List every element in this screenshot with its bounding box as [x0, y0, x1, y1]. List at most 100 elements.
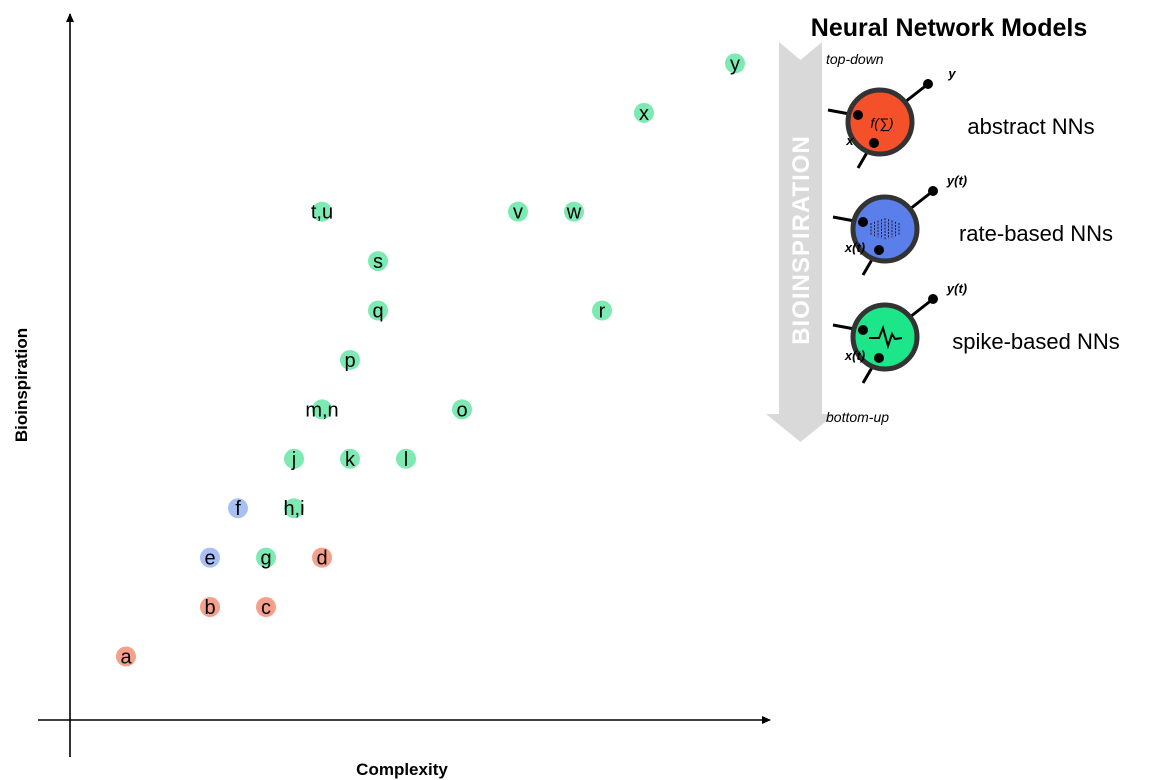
top-down-label: top-down	[826, 51, 884, 67]
input-symbol: x(t)	[844, 240, 865, 255]
legend-panel: Neural Network Models BIOINSPIRATION top…	[766, 14, 1120, 442]
bottom-up-label: bottom-up	[826, 409, 889, 425]
data-point: q	[368, 300, 388, 323]
data-point-marker	[284, 448, 304, 469]
data-point: w	[564, 201, 584, 224]
data-point: f	[228, 498, 248, 520]
model-label: rate-based NNs	[959, 221, 1113, 246]
bioinspiration-arrow-label: BIOINSPIRATION	[788, 135, 815, 345]
spike-raster-icon	[870, 218, 900, 240]
data-point: c	[256, 597, 276, 619]
data-point-marker	[725, 53, 745, 74]
data-point-label: m,n	[305, 399, 338, 421]
sum-function-icon: f(∑)	[870, 115, 893, 132]
data-point-label: r	[599, 301, 606, 323]
data-point-label: q	[372, 301, 383, 323]
data-point-marker	[312, 399, 332, 420]
data-point-label: v	[513, 202, 523, 224]
data-point-label: t,u	[311, 202, 333, 224]
data-point-label: c	[261, 597, 271, 619]
data-point-marker	[634, 102, 654, 123]
arrow-top-notch	[779, 42, 822, 60]
data-point: a	[116, 646, 136, 668]
data-point-marker	[340, 349, 360, 370]
model-label: abstract NNs	[967, 114, 1094, 139]
data-point-marker	[256, 597, 276, 618]
scatter-points: a b c d e f g h,i j k l m,n o p q r s t,u v w x y	[116, 53, 745, 668]
data-point-label: k	[345, 449, 356, 471]
data-point-marker	[116, 646, 136, 667]
data-point-label: j	[291, 449, 296, 471]
neuron-model-icons: f(∑) x y abstract NNs x(t) y(t) rate-based NNs…	[827, 66, 1120, 384]
output-symbol: y(t)	[946, 281, 967, 296]
data-point-marker	[508, 201, 528, 222]
data-point: g	[256, 547, 276, 570]
data-point: x	[634, 102, 654, 125]
data-point: l	[396, 448, 416, 471]
data-point: k	[340, 448, 360, 471]
data-point-marker	[228, 498, 248, 519]
data-point: m,n	[305, 399, 339, 421]
data-point: d	[312, 547, 332, 570]
data-point: o	[452, 399, 472, 421]
input-symbol: x(t)	[844, 348, 865, 363]
data-point-label: s	[373, 251, 383, 273]
synapse-dot	[858, 217, 868, 227]
data-point-label: d	[316, 548, 327, 570]
neuron-model: x(t) y(t) spike-based NNs	[832, 281, 1120, 384]
data-point: t,u	[311, 201, 333, 224]
data-point-marker	[564, 201, 584, 222]
legend-title: Neural Network Models	[811, 14, 1087, 42]
data-point-marker	[256, 547, 276, 568]
synapse-dot	[853, 110, 863, 120]
data-point-label: w	[566, 202, 582, 224]
data-point-label: o	[456, 399, 467, 421]
data-point: v	[508, 201, 528, 224]
data-point: r	[592, 300, 612, 323]
y-axis-label: Bioinspiration	[12, 328, 31, 442]
x-axis-label: Complexity	[356, 760, 448, 779]
data-point: e	[200, 547, 220, 570]
data-point-label: y	[730, 53, 740, 75]
data-point-marker	[396, 448, 416, 469]
synapse-dot	[928, 294, 938, 304]
data-point-marker	[452, 399, 472, 420]
spike-waveform-icon	[869, 324, 903, 350]
data-point: h,i	[283, 498, 305, 520]
data-point-label: g	[260, 548, 271, 570]
data-point-label: x	[639, 103, 649, 125]
output-symbol: y	[947, 66, 956, 81]
bioinspiration-arrow	[766, 42, 835, 442]
data-point: s	[368, 251, 388, 273]
data-point-marker	[368, 251, 388, 272]
data-point-marker	[284, 498, 304, 519]
data-point-label: b	[204, 597, 215, 619]
input-symbol: x	[845, 133, 854, 148]
data-point-marker	[340, 448, 360, 469]
synapse-dot	[858, 325, 868, 335]
neuron-soma	[845, 87, 915, 157]
synapse-dot	[923, 79, 933, 89]
data-point-marker	[200, 547, 220, 568]
data-point-label: f	[235, 498, 241, 520]
data-point-marker	[200, 597, 220, 618]
data-point-label: p	[344, 350, 355, 372]
data-point-label: a	[120, 646, 132, 668]
data-point-label: h,i	[283, 498, 304, 520]
data-point-marker	[312, 547, 332, 568]
output-symbol: y(t)	[946, 173, 967, 188]
data-point-marker	[368, 300, 388, 321]
neuron-model: f(∑) x y abstract NNs	[827, 66, 1095, 169]
synapse-dot	[928, 186, 938, 196]
data-point: b	[200, 597, 220, 619]
synapse-dot	[869, 138, 879, 148]
data-point-marker	[312, 201, 332, 222]
data-point: j	[284, 448, 304, 471]
model-label: spike-based NNs	[952, 329, 1120, 354]
synapse-dot	[874, 353, 884, 363]
synapse-dot	[874, 245, 884, 255]
data-point: y	[725, 53, 745, 75]
data-point: p	[340, 349, 360, 372]
data-point-label: l	[404, 449, 408, 471]
